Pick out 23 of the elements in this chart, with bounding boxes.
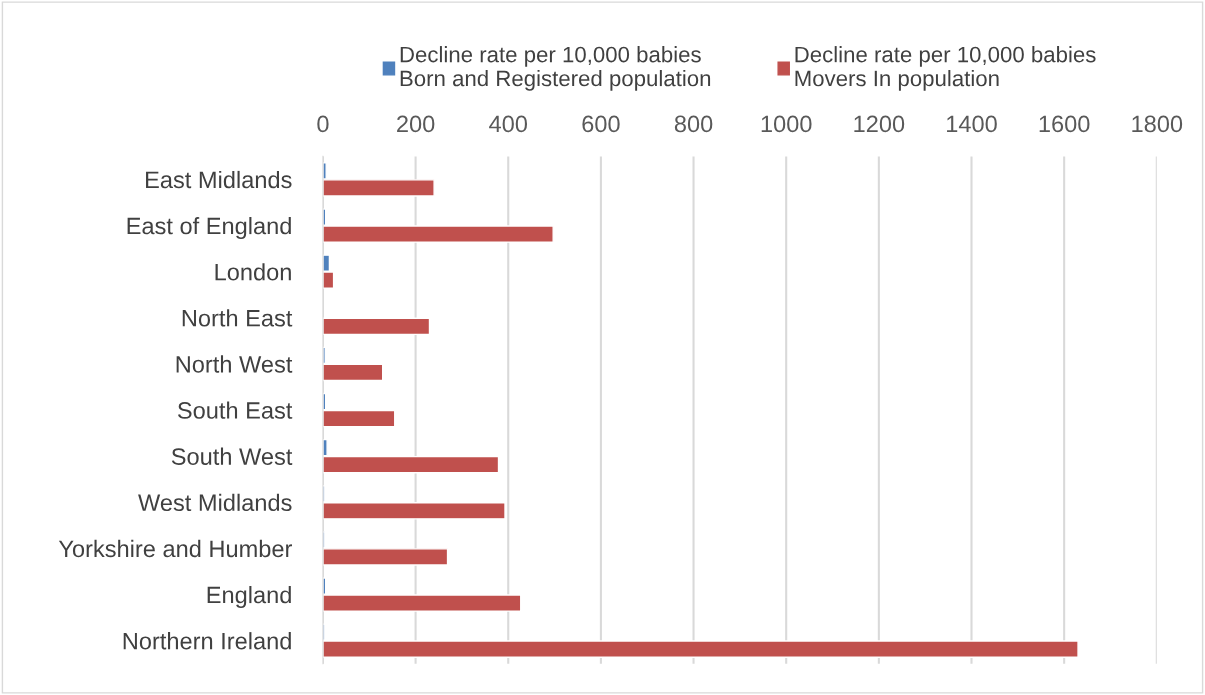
- x-tick-label: 1400: [947, 115, 997, 133]
- y-tick-label: North East: [182, 309, 293, 327]
- y-tick-label: West Midlands: [138, 493, 292, 512]
- x-tick-label: 0: [317, 115, 329, 133]
- x-tick-label: 600: [582, 115, 620, 133]
- x-tick-label: 800: [674, 115, 713, 133]
- x-tick-label: 400: [489, 115, 528, 133]
- x-tick-label: 1600: [1039, 115, 1090, 133]
- y-tick-label: North West: [176, 355, 293, 373]
- x-tick-label: 1800: [1132, 115, 1183, 133]
- x-tick-label: 1000: [761, 115, 812, 133]
- legend-label: Decline rate per 10,000 babies Movers In population: [795, 46, 1096, 91]
- y-tick-label: England: [207, 585, 291, 608]
- x-tick-label: 1200: [854, 115, 905, 133]
- y-tick-label: East Midlands: [146, 170, 292, 189]
- x-tick-label: 200: [397, 115, 435, 133]
- y-tick-label: East of England: [127, 217, 291, 240]
- y-tick-label: London: [215, 263, 291, 281]
- y-tick-label: South East: [177, 401, 293, 419]
- y-tick-label: South West: [171, 447, 293, 465]
- legend-label: Decline rate per 10,000 babies Born and Registered population: [400, 46, 711, 91]
- y-tick-label: Yorkshire and Humber: [58, 539, 293, 558]
- y-tick-label: Northern Ireland: [123, 632, 291, 650]
